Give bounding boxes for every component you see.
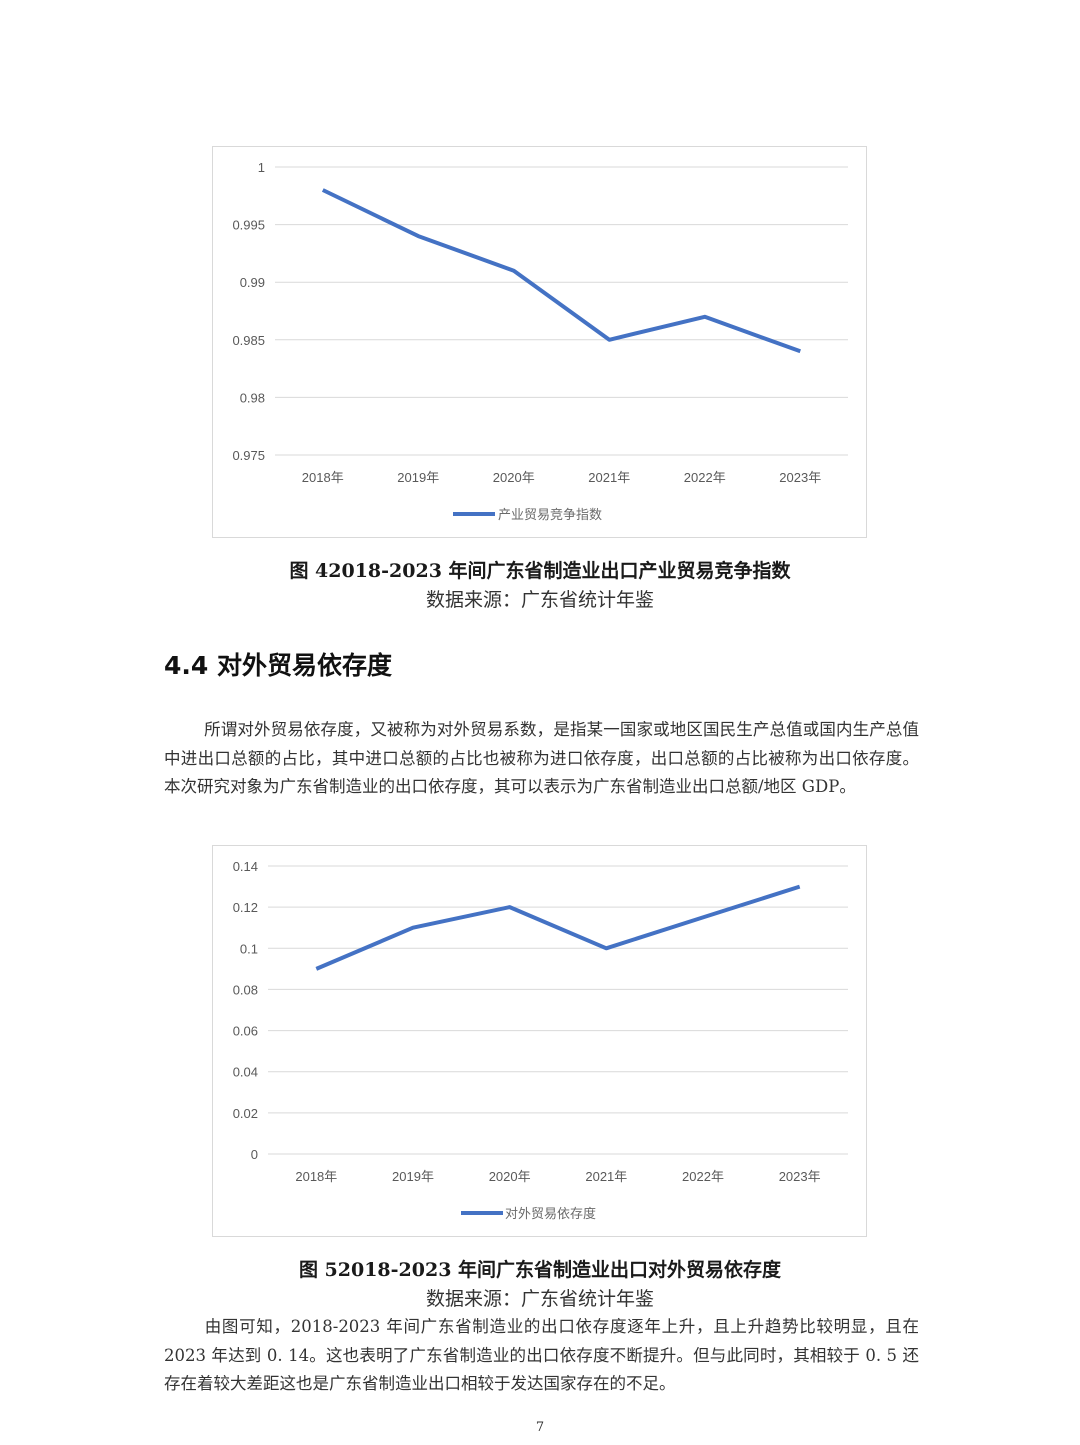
figure5-source: 数据来源：广东省统计年鉴 [425, 1288, 654, 1310]
conclusion-paragraph: 由图可知，2018-2023 年间广东省制造业的出口依存度逐年上升，且上升趋势比… [164, 1313, 919, 1399]
chart1-legend-label: 产业贸易竞争指数 [498, 507, 602, 523]
chart1-y-axis: 1 0.995 0.99 0.985 0.98 0.975 [232, 160, 265, 463]
y-tick-label: 0.1 [240, 941, 258, 956]
section-title: 4.4 对外贸易依存度 [164, 651, 392, 680]
x-tick-label: 2022年 [682, 1169, 724, 1184]
section-paragraph-text: 所谓对外贸易依存度，又被称为对外贸易系数，是指某一国家或地区国民生产总值或国内生… [164, 720, 919, 796]
chart2-gridlines [268, 865, 848, 1155]
figure4-caption: 图 42018-2023 年间广东省制造业出口产业贸易竞争指数 [289, 560, 791, 582]
y-tick-label: 0.975 [232, 448, 265, 463]
chart2-svg: 0.140.120.10.080.060.040.020 2018年 2019年 2… [233, 859, 848, 1222]
y-tick-label: 0.98 [240, 390, 265, 405]
chart-trade-dependence: 0.14 0.12 0.1 0.08 0.06 0.04 0.02 0 2018年 2019年 2… [212, 845, 867, 1237]
x-tick-label: 2019年 [397, 470, 439, 485]
chart1-x-axis: 2018年 2019年 2020年 2021年 2022年 2023年 [302, 470, 821, 485]
y-tick-label: 0.04 [233, 1065, 258, 1080]
y-tick-label: 0.06 [233, 1024, 258, 1039]
figure4-source: 数据来源：广东省统计年鉴 [425, 589, 654, 611]
x-tick-label: 2022年 [684, 470, 726, 485]
y-tick-label: 0.08 [233, 982, 258, 997]
y-tick-label: 0.985 [232, 333, 265, 348]
page-number: 7 [535, 1420, 545, 1435]
chart2-y-axis: 0.14 0.12 0.1 0.08 0.06 0.04 0.02 0 [233, 859, 258, 1162]
chart1-gridlines [275, 166, 848, 456]
y-tick-label: 0 [251, 1147, 258, 1162]
conclusion-paragraph-text: 由图可知，2018-2023 年间广东省制造业的出口依存度逐年上升，且上升趋势比… [164, 1317, 919, 1393]
y-tick-label: 0.995 [232, 218, 265, 233]
chart1-svg: 1 0.995 0.99 0.985 0.98 0.975 2018年 2019年 2020年… [232, 160, 848, 523]
x-tick-label: 2018年 [295, 1169, 337, 1184]
x-tick-label: 2018年 [302, 470, 344, 485]
x-tick-label: 2023年 [779, 470, 821, 485]
y-tick-label: 1 [258, 160, 265, 175]
y-tick-label: 0.12 [233, 900, 258, 915]
section-paragraph: 所谓对外贸易依存度，又被称为对外贸易系数，是指某一国家或地区国民生产总值或国内生… [164, 716, 919, 802]
y-tick-label: 0.14 [233, 859, 258, 874]
chart2-series-line [315, 884, 801, 971]
x-tick-label: 2020年 [493, 470, 535, 485]
y-tick-label: 0.99 [240, 275, 265, 290]
chart1-series-line [321, 188, 801, 354]
x-tick-label: 2021年 [588, 470, 630, 485]
chart2-x-axis: 2018年 2019年 2020年 2021年 2022年 2023年 [295, 1169, 820, 1184]
figure5-caption: 图 52018-2023 年间广东省制造业出口对外贸易依存度 [298, 1259, 782, 1281]
x-tick-label: 2019年 [392, 1169, 434, 1184]
y-tick-label: 0.02 [233, 1106, 258, 1121]
x-tick-label: 2020年 [489, 1169, 531, 1184]
x-tick-label: 2021年 [585, 1169, 627, 1184]
x-tick-label: 2023年 [779, 1169, 821, 1184]
chart-trade-competitiveness: 1 0.995 0.99 0.985 0.98 0.975 2018年 2019年 2020年… [212, 146, 867, 538]
chart2-legend-label: 对外贸易依存度 [505, 1206, 596, 1222]
